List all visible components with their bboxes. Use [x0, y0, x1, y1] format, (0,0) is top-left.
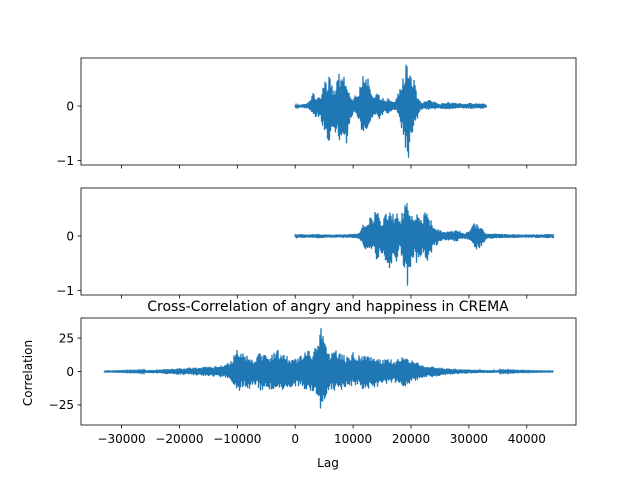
y-tick-label: 0 — [66, 229, 74, 243]
subplot-2: −1 0 — [56, 187, 577, 299]
x-axis-label: Lag — [317, 456, 339, 470]
chart-title: Cross-Correlation of angry and happiness… — [147, 299, 509, 315]
axes-frame — [80, 317, 577, 426]
axes-frame — [80, 57, 577, 166]
y-tick-label: −1 — [56, 154, 74, 168]
x-tick-label: 20000 — [392, 432, 430, 446]
y-tick-label: 25 — [59, 331, 74, 345]
x-tick-label: 10000 — [334, 432, 372, 446]
x-tick-label: −10000 — [213, 432, 261, 446]
x-tick-label: 30000 — [450, 432, 488, 446]
x-tick-label: −30000 — [97, 432, 145, 446]
y-tick-label: 0 — [66, 99, 74, 113]
series-line — [294, 64, 488, 158]
axes-frame — [80, 187, 577, 296]
y-axis-label: Correlation — [21, 340, 35, 406]
y-tick-label: 0 — [66, 365, 74, 379]
x-tick-label: 0 — [291, 432, 299, 446]
y-tick-label: −1 — [56, 284, 74, 298]
subplot-1: −1 0 — [56, 57, 577, 169]
y-tick-label: −25 — [49, 398, 74, 412]
subplot-3: Cross-Correlation of angry and happiness… — [21, 299, 577, 470]
series-line — [103, 328, 554, 409]
x-tick-label: 40000 — [508, 432, 546, 446]
x-tick-label: −20000 — [155, 432, 203, 446]
series-line — [294, 203, 555, 286]
